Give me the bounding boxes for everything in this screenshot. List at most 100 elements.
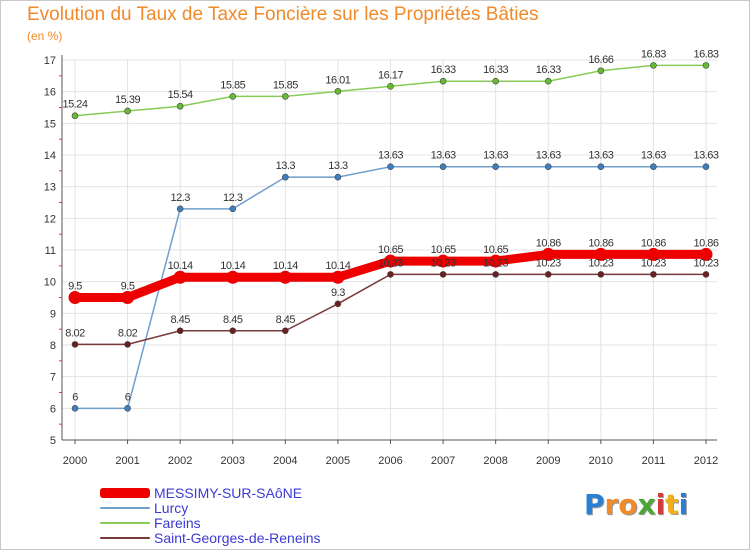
data-point [331, 270, 345, 284]
legend-item: Lurcy [100, 500, 188, 516]
data-label: 10.14 [220, 260, 245, 272]
data-label: 10.23 [693, 257, 718, 269]
data-point [492, 77, 499, 85]
legend-swatch [100, 522, 150, 524]
data-label: 15.24 [62, 99, 87, 111]
x-tick-label: 2007 [431, 455, 455, 467]
data-label: 16.83 [641, 48, 666, 60]
data-label: 13.3 [276, 160, 296, 172]
data-point [229, 327, 237, 335]
data-point [278, 270, 292, 284]
data-label: 10.14 [273, 260, 298, 272]
data-point [597, 271, 605, 278]
data-label: 10.86 [536, 237, 561, 249]
data-label: 13.63 [431, 150, 456, 162]
data-label: 10.86 [693, 237, 718, 249]
chart-subtitle: (en %) [27, 29, 63, 43]
data-point [121, 291, 135, 304]
data-point [71, 341, 79, 348]
x-tick-label: 2004 [273, 455, 297, 467]
data-label: 8.45 [276, 314, 296, 326]
x-tick-label: 2002 [168, 455, 192, 467]
y-tick-label: 16 [44, 87, 56, 99]
data-point [124, 405, 131, 412]
data-label: 13.3 [328, 160, 348, 172]
data-label: 12.3 [170, 192, 190, 204]
data-label: 9.5 [68, 281, 82, 293]
data-point [71, 405, 79, 412]
data-point [650, 163, 657, 171]
data-point [489, 254, 503, 268]
data-point [544, 271, 552, 278]
data-point [71, 112, 79, 120]
data-point [650, 271, 657, 278]
data-point [334, 173, 342, 181]
data-point [702, 163, 710, 171]
y-tick-label: 6 [50, 403, 56, 415]
data-label: 15.85 [220, 79, 245, 91]
data-point [384, 254, 397, 268]
data-label: 10.65 [378, 244, 403, 256]
legend-item: Saint-Georges-de-Reneins [100, 530, 321, 546]
data-point [439, 163, 447, 171]
x-tick-label: 2001 [115, 455, 139, 467]
data-label: 10.23 [536, 257, 561, 269]
data-point [334, 88, 342, 95]
data-point [439, 77, 447, 85]
y-tick-label: 9 [50, 308, 56, 320]
data-label: 16.83 [693, 48, 718, 60]
data-label: 10.23 [588, 257, 613, 269]
data-point [176, 327, 184, 335]
x-tick-label: 2000 [63, 455, 87, 467]
data-label: 10.23 [431, 257, 456, 269]
y-tick-label: 13 [44, 182, 56, 194]
data-label: 10.14 [168, 260, 193, 272]
data-point [699, 247, 713, 261]
data-point [124, 341, 131, 348]
y-tick-label: 12 [44, 213, 56, 225]
data-point [282, 93, 289, 100]
y-tick-label: 8 [50, 340, 56, 352]
data-point [541, 247, 555, 261]
data-point [282, 173, 289, 181]
data-point [650, 62, 657, 69]
data-label: 15.39 [115, 94, 140, 106]
data-point [68, 291, 82, 304]
data-label: 6 [125, 391, 131, 403]
data-label: 9.3 [331, 287, 345, 299]
grid-lines [62, 59, 717, 441]
data-label: 13.63 [588, 150, 613, 162]
data-label: 13.63 [693, 150, 718, 162]
data-point [229, 205, 237, 213]
data-label: 6 [72, 391, 78, 403]
x-tick-label: 2005 [326, 455, 350, 467]
data-point [226, 270, 240, 284]
legend-swatch [100, 507, 150, 509]
y-tick-label: 15 [44, 118, 56, 130]
data-label: 16.33 [431, 64, 456, 76]
data-label: 10.65 [483, 244, 508, 256]
data-label: 13.63 [378, 150, 403, 162]
data-label: 16.17 [378, 69, 403, 81]
data-point [597, 163, 605, 171]
x-tick-label: 2010 [589, 455, 613, 467]
data-label: 10.65 [431, 244, 456, 256]
data-point [597, 67, 605, 75]
data-point [229, 93, 237, 100]
x-tick-label: 2009 [536, 455, 560, 467]
data-label: 16.66 [588, 54, 613, 66]
y-tick-label: 14 [44, 150, 56, 162]
axes: 5 6 7 8 9 10 11 12 13 14 15 16 17 2000 2001 2002 2003 200… [44, 55, 718, 467]
data-label: 15.54 [168, 89, 193, 101]
data-label: 16.33 [483, 64, 508, 76]
data-label: 8.02 [118, 327, 138, 339]
data-label: 12.3 [223, 192, 243, 204]
data-point [702, 62, 710, 69]
data-point [173, 270, 187, 284]
legend-label: MESSIMY-SUR-SAôNE [154, 485, 303, 501]
data-label: 10.86 [641, 237, 666, 249]
x-tick-label: 2012 [694, 455, 718, 467]
data-point [387, 163, 394, 171]
